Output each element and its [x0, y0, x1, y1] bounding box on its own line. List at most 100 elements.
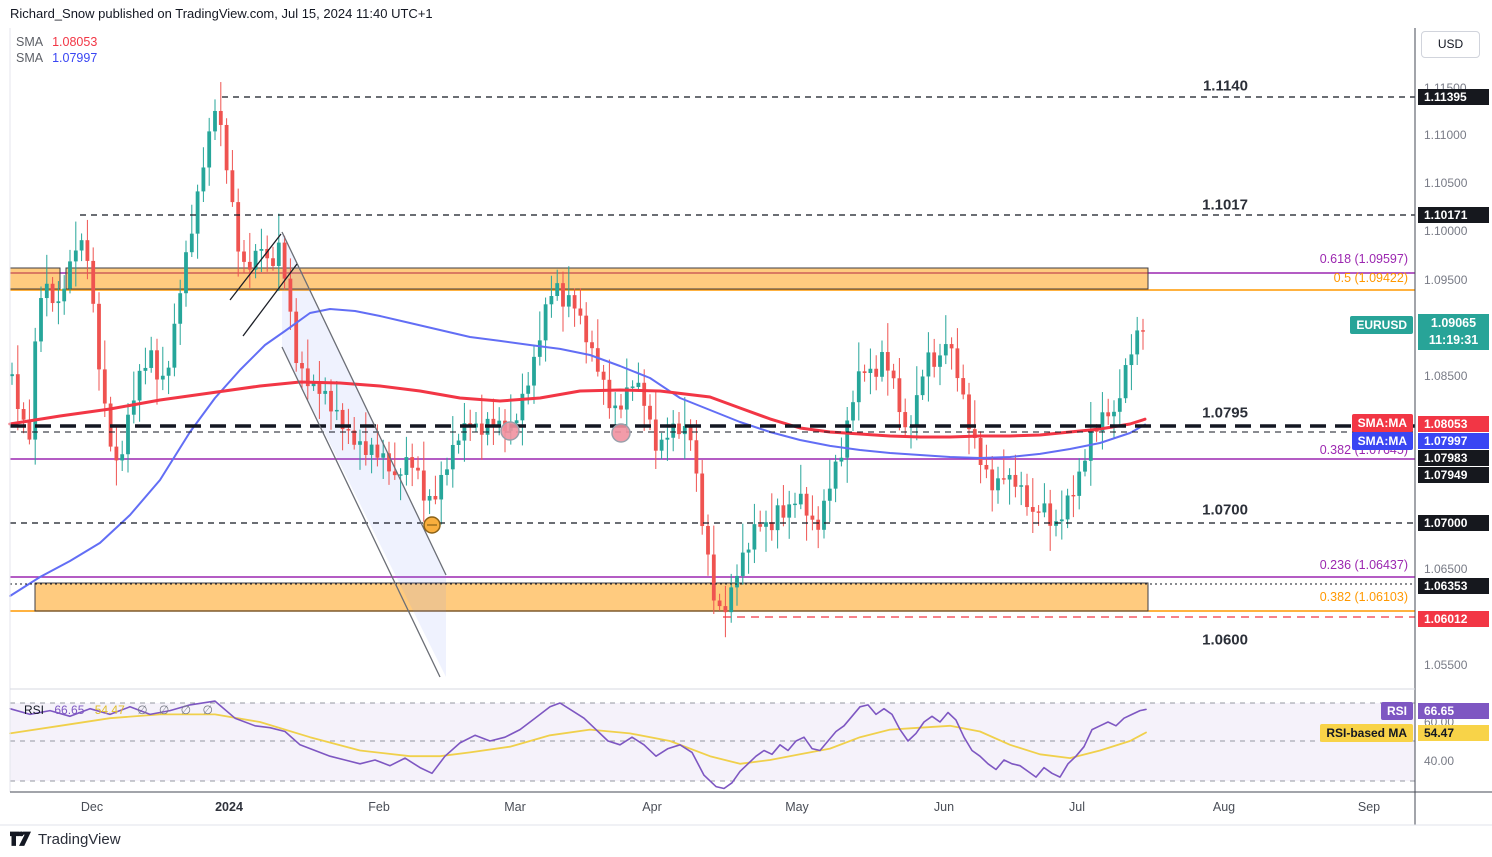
candle-body — [764, 522, 768, 527]
candle-body — [369, 444, 374, 455]
sma-legend-row-1: SMA 1.08053 — [16, 34, 97, 50]
candle-body — [334, 409, 339, 412]
rsi-axis-tick: 40.00 — [1424, 754, 1455, 768]
rsi-tag[interactable]: RSI — [1380, 702, 1413, 720]
candle-body — [91, 260, 96, 304]
candle-body — [584, 315, 589, 343]
candle-body — [213, 110, 217, 132]
tradingview-logo-icon — [10, 831, 31, 846]
rsi-legend[interactable]: RSI 66.65 54.47 ∅ ∅ ∅ ∅ — [24, 703, 217, 717]
candle-body — [1059, 519, 1064, 522]
fib-level-label: 0.5 (1.09422) — [1333, 271, 1408, 285]
candle-body — [73, 250, 78, 262]
pennant-trendline — [229, 233, 282, 301]
candle-body — [1106, 412, 1111, 417]
candle-body — [903, 412, 908, 428]
candle-body — [659, 439, 664, 451]
candle-body — [1112, 411, 1116, 417]
candle-body — [566, 295, 571, 307]
rsi-ma-tag[interactable]: RSI-based MA — [1320, 724, 1413, 742]
candle-body — [711, 554, 716, 601]
candle-body — [33, 341, 38, 440]
price-axis-label-box: 1.08053 — [1418, 416, 1489, 432]
sma-fast-line — [9, 308, 1146, 597]
candle-body — [346, 429, 351, 431]
candle-body — [97, 303, 101, 370]
candle-body — [926, 352, 931, 377]
candle-body — [416, 467, 420, 471]
candle-body — [798, 493, 803, 505]
sma-fast-tag[interactable]: SMA:MA — [1351, 432, 1413, 450]
candle-body — [549, 296, 554, 305]
rsi-axis-label-box: 66.65 — [1418, 703, 1489, 719]
candle-body — [822, 500, 826, 530]
candle-body — [642, 382, 647, 406]
time-axis-label[interactable]: Sep — [1357, 800, 1381, 814]
candle-body — [27, 419, 32, 440]
sma-legend[interactable]: SMA 1.08053 SMA 1.07997 — [16, 34, 97, 66]
countdown-timer: 11:19:31 — [1428, 333, 1479, 347]
price-level-annotation: 1.0600 — [1202, 631, 1248, 649]
tradingview-watermark[interactable]: TradingView — [10, 830, 121, 849]
time-axis-label[interactable]: Apr — [642, 800, 662, 814]
price-level-annotation: 1.1017 — [1202, 196, 1248, 214]
time-axis-label[interactable]: Dec — [80, 800, 104, 814]
rsi-band-fill — [10, 703, 1415, 781]
candle-body — [590, 342, 594, 349]
candle-body — [282, 242, 287, 279]
candle-body — [1019, 485, 1024, 487]
candle-body — [1025, 485, 1029, 508]
time-axis-label[interactable]: Aug — [1212, 800, 1236, 814]
candle-body — [160, 375, 165, 380]
candle-body — [120, 454, 125, 461]
candle-body — [85, 240, 90, 261]
candle-body — [839, 457, 844, 462]
sma-slow-tag[interactable]: SMA:MA — [1351, 414, 1413, 432]
symbol-tag[interactable]: EURUSD — [1350, 316, 1413, 334]
rsi-hidden-params: ∅ ∅ ∅ ∅ — [137, 703, 217, 717]
candle-body — [781, 505, 786, 518]
candle-body — [874, 368, 879, 377]
candle-body — [514, 420, 519, 424]
candle-body — [392, 471, 397, 476]
pennant-trendline — [242, 263, 298, 337]
candle-body — [236, 202, 241, 252]
candle-body — [230, 170, 235, 203]
candle-body — [491, 418, 496, 427]
candle-body — [271, 258, 275, 266]
time-axis-label[interactable]: May — [785, 800, 809, 814]
candle-body — [526, 385, 531, 394]
candle-body — [677, 423, 681, 435]
candle-body — [595, 348, 600, 372]
candle-body — [1141, 330, 1145, 332]
price-axis-tick: 1.10500 — [1424, 176, 1468, 190]
price-axis-label-box: 1.06012 — [1418, 611, 1489, 627]
candle-body — [880, 352, 884, 377]
rsi-line — [9, 700, 1147, 790]
candle-body — [746, 549, 751, 553]
candle-body — [1135, 330, 1140, 355]
candle-body — [131, 400, 136, 415]
time-axis-label[interactable]: Jul — [1069, 800, 1085, 814]
time-axis-label[interactable]: Mar — [504, 800, 526, 814]
candle-body — [717, 600, 722, 607]
candle-body — [671, 423, 676, 438]
time-axis-label[interactable]: 2024 — [215, 800, 243, 814]
time-axis-label[interactable]: Feb — [368, 800, 390, 814]
candle-body — [62, 288, 67, 302]
time-axis-label[interactable]: Jun — [933, 800, 955, 814]
candle-body — [15, 374, 20, 410]
candle-body — [520, 393, 525, 421]
price-axis-tick: 1.06500 — [1424, 562, 1468, 576]
descending-channel-border — [281, 346, 441, 678]
candle-body — [445, 469, 449, 475]
candle-body — [276, 242, 281, 266]
candle-body — [740, 552, 745, 576]
fib-level-label: 0.382 (1.06103) — [1319, 590, 1408, 604]
currency-toggle-button[interactable]: USD — [1421, 31, 1480, 58]
price-axis-label-box: 1.10171 — [1418, 207, 1489, 223]
candle-body — [189, 233, 194, 253]
candle-body — [184, 252, 188, 294]
candle-body — [172, 323, 177, 368]
